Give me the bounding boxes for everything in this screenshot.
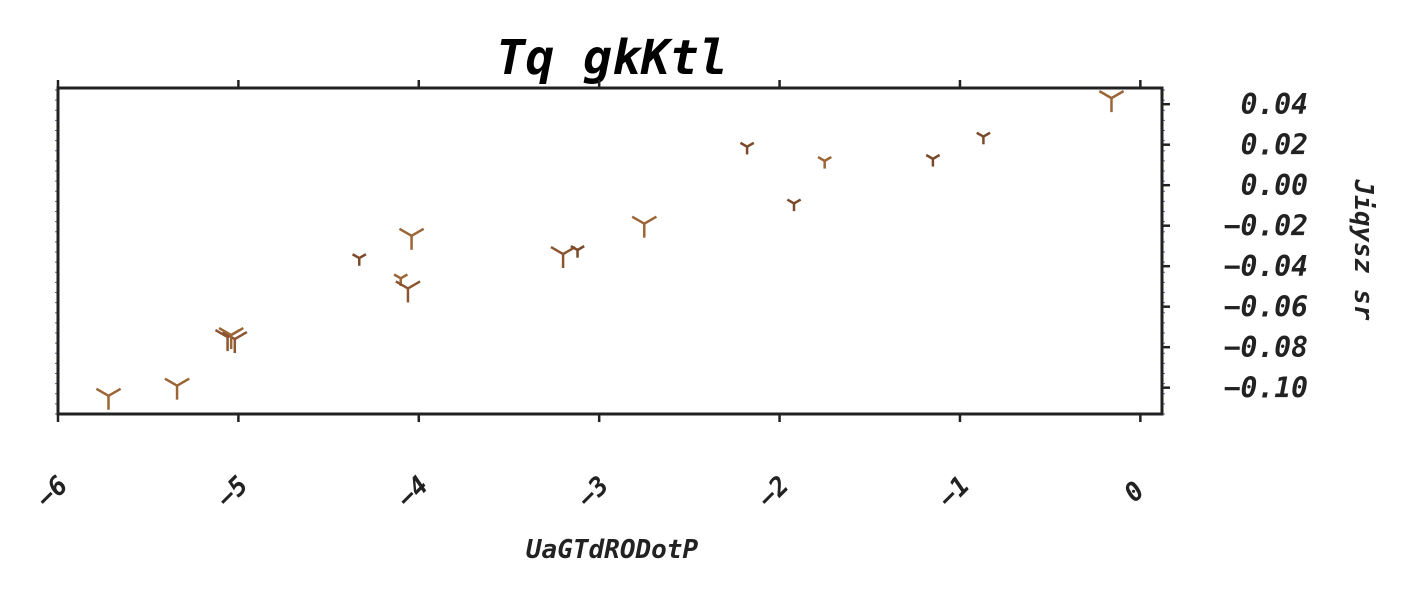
- y-tick-label: 0.00: [1241, 169, 1308, 202]
- data-point: [817, 155, 832, 169]
- data-point: [351, 253, 367, 266]
- x-tick-label: −3: [572, 471, 615, 514]
- x-tick-label: −2: [752, 471, 795, 514]
- y-axis-label: Jiqysz sr: [1348, 179, 1378, 321]
- data-point: [164, 377, 190, 400]
- x-tick-label: −4: [391, 471, 434, 514]
- data-point: [739, 141, 755, 155]
- data-point: [925, 153, 941, 167]
- y-tick-labels: 0.04 0.02 0.00 −0.02 −0.04 −0.06 −0.08 −0.10: [1224, 88, 1308, 404]
- y-tick-label: −0.06: [1224, 291, 1308, 324]
- data-point: [222, 330, 248, 354]
- data-points: [95, 90, 1125, 410]
- x-tick-label: 0: [1119, 476, 1151, 508]
- y-tick-label: −0.10: [1224, 372, 1308, 405]
- y-tick-label: 0.02: [1241, 129, 1308, 162]
- y-tick-label: −0.02: [1224, 210, 1308, 243]
- data-point: [218, 326, 244, 350]
- data-point: [976, 131, 991, 145]
- data-point: [398, 227, 425, 250]
- x-tick-label: −6: [31, 471, 74, 514]
- x-tick-label: −1: [933, 471, 976, 514]
- x-tick-labels: −6 −5 −4 −3 −2 −1 0: [31, 471, 1151, 514]
- y-tick-label: 0.04: [1241, 88, 1308, 121]
- chart-title: Tq gkKtl: [496, 30, 727, 86]
- y-tick-label: −0.08: [1224, 331, 1308, 364]
- x-axis-label: UaGTdRODotP: [526, 535, 699, 565]
- data-point: [550, 245, 576, 269]
- data-point: [95, 387, 122, 410]
- data-point: [631, 215, 658, 238]
- data-point: [786, 198, 802, 212]
- data-point: [1098, 90, 1125, 113]
- data-point: [570, 245, 585, 258]
- data-point: [395, 280, 421, 303]
- y-tick-label: −0.04: [1224, 250, 1308, 283]
- tick-marks: [55, 80, 1170, 422]
- x-tick-label: −5: [211, 471, 254, 514]
- plot-frame: [56, 86, 1164, 416]
